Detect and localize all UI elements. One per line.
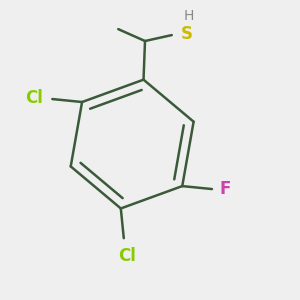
Text: Cl: Cl bbox=[26, 88, 44, 106]
Text: S: S bbox=[181, 25, 193, 43]
Text: F: F bbox=[219, 180, 231, 198]
Text: Cl: Cl bbox=[118, 247, 136, 265]
Text: H: H bbox=[184, 9, 194, 23]
